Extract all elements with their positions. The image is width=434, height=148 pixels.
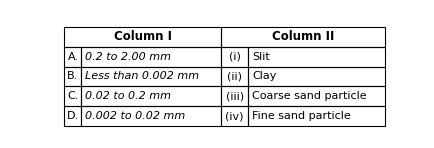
Text: (iii): (iii) — [225, 91, 243, 101]
Bar — [64, 67, 81, 86]
Bar — [248, 47, 384, 67]
Text: Slit: Slit — [252, 52, 270, 62]
Text: A.: A. — [67, 52, 78, 62]
Bar — [248, 106, 384, 126]
Text: Column I: Column I — [114, 30, 171, 43]
Text: 0.2 to 2.00 mm: 0.2 to 2.00 mm — [85, 52, 171, 62]
Bar — [64, 27, 221, 47]
Bar — [64, 106, 81, 126]
Bar — [64, 86, 81, 106]
Bar — [221, 86, 248, 106]
Bar — [248, 86, 384, 106]
Bar — [221, 47, 248, 67]
Bar — [81, 86, 221, 106]
Text: B.: B. — [67, 71, 79, 81]
Text: 0.02 to 0.2 mm: 0.02 to 0.2 mm — [85, 91, 171, 101]
Text: C.: C. — [67, 91, 79, 101]
Bar — [81, 47, 221, 67]
Text: Less than 0.002 mm: Less than 0.002 mm — [85, 71, 199, 81]
Text: Column II: Column II — [271, 30, 333, 43]
Text: Fine sand particle: Fine sand particle — [252, 111, 350, 121]
Text: 0.002 to 0.02 mm: 0.002 to 0.02 mm — [85, 111, 185, 121]
Bar — [221, 67, 248, 86]
Text: D.: D. — [67, 111, 79, 121]
Bar — [221, 27, 384, 47]
Bar — [81, 67, 221, 86]
Bar — [248, 67, 384, 86]
Text: (iv): (iv) — [225, 111, 243, 121]
Bar — [221, 106, 248, 126]
Text: Clay: Clay — [252, 71, 276, 81]
Text: Coarse sand particle: Coarse sand particle — [252, 91, 366, 101]
Bar — [64, 47, 81, 67]
Text: (ii): (ii) — [227, 71, 242, 81]
Text: (i): (i) — [228, 52, 240, 62]
Bar — [81, 106, 221, 126]
